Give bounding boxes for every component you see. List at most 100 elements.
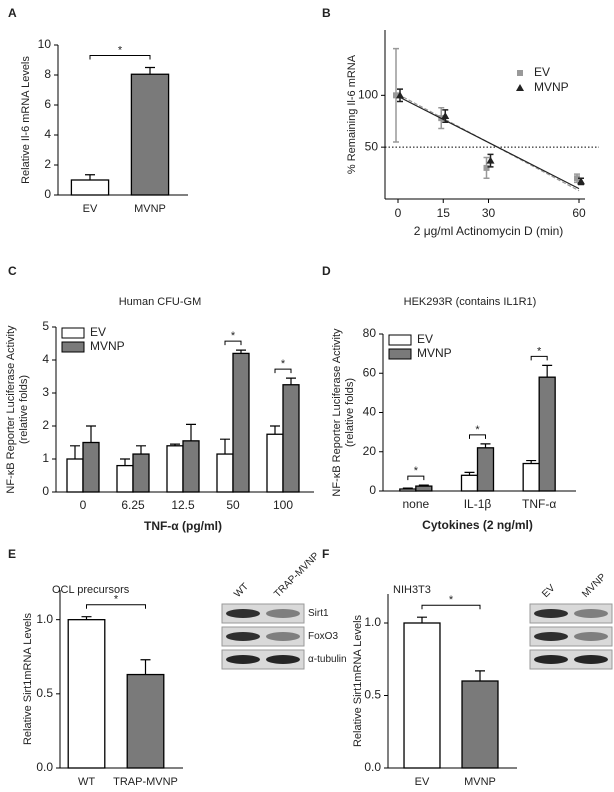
blot-row-label: FoxO3 xyxy=(308,631,338,642)
data-point xyxy=(441,112,450,120)
y-tick-label: 60 xyxy=(363,365,377,379)
bar xyxy=(461,680,499,769)
bar xyxy=(182,440,200,493)
blot-band xyxy=(534,609,568,618)
error-bar xyxy=(220,438,230,455)
y-tick-label: 80 xyxy=(363,326,377,340)
x-tick-label: 30 xyxy=(482,206,496,220)
legend-label: EV xyxy=(417,332,433,346)
data-point xyxy=(393,92,399,99)
blot-band xyxy=(226,609,260,618)
x-tick-label: 0 xyxy=(80,498,87,512)
x-tick-label: 6.25 xyxy=(121,498,145,512)
x-tick-label: IL-1β xyxy=(464,497,492,511)
blot-strip xyxy=(529,649,613,670)
legend-swatch xyxy=(61,341,85,353)
y-tick-label: 0.0 xyxy=(36,760,53,774)
panel-letter: F xyxy=(322,547,329,561)
blot-band xyxy=(266,609,300,618)
blot-band xyxy=(266,655,300,664)
legend-swatch xyxy=(388,348,412,360)
y-axis-label: (relative folds) xyxy=(344,378,356,447)
error-bar xyxy=(270,425,280,435)
y-tick-label: 4 xyxy=(42,352,49,366)
x-tick-label: MVNP xyxy=(464,776,496,788)
blot-strip xyxy=(529,626,613,647)
error-bar xyxy=(85,174,95,180)
data-point xyxy=(577,177,585,185)
y-tick-label: 0 xyxy=(42,484,49,498)
bar xyxy=(266,433,284,493)
bar xyxy=(126,673,165,769)
bar xyxy=(130,73,170,196)
y-tick-label: 10 xyxy=(38,37,52,51)
legend-swatch xyxy=(61,327,85,339)
bar xyxy=(166,445,184,493)
y-tick-label: 8 xyxy=(44,67,51,81)
significance-label: * xyxy=(475,424,480,436)
significance-bracket xyxy=(86,604,146,609)
blot-strip xyxy=(529,603,613,624)
x-tick-label: TRAP-MVNP xyxy=(113,776,178,788)
y-tick-label: 2 xyxy=(42,418,49,432)
blot-strip xyxy=(221,626,305,647)
y-tick-label: 6 xyxy=(44,97,51,111)
y-tick-label: 4 xyxy=(44,127,51,141)
bar xyxy=(399,488,417,492)
legend-marker xyxy=(517,70,523,76)
y-tick-label: 5 xyxy=(42,319,49,333)
bar xyxy=(66,458,84,493)
bar xyxy=(70,179,110,196)
significance-label: * xyxy=(231,330,236,342)
significance-label: * xyxy=(281,358,286,370)
y-axis-label: Relative Il-6 mRNA Levels xyxy=(20,56,32,184)
significance-bracket xyxy=(274,368,292,374)
legend-label: MVNP xyxy=(90,339,125,353)
error-bar xyxy=(86,425,96,443)
y-tick-label: 0 xyxy=(44,187,51,201)
significance-bracket xyxy=(469,434,486,439)
bar xyxy=(460,474,479,492)
bar xyxy=(116,464,134,493)
y-tick-label: 1.0 xyxy=(36,612,53,626)
blot-band xyxy=(574,632,608,641)
y-axis-label: NF-κB Reporter Luciferase Activity xyxy=(331,328,343,497)
bar xyxy=(476,447,495,492)
significance-label: * xyxy=(114,594,119,606)
x-axis-label: Cytokines (2 ng/ml) xyxy=(422,518,533,532)
significance-label: * xyxy=(414,465,419,477)
legend-swatch xyxy=(388,334,412,346)
error-bar xyxy=(140,659,151,675)
blot-lane-label: TRAP-MVNP xyxy=(272,550,322,600)
bar xyxy=(403,622,441,769)
y-axis-label: Relative Sirt1mRNA Levels xyxy=(22,612,34,745)
significance-bracket xyxy=(407,475,425,481)
fit-line xyxy=(397,95,580,190)
y-tick-label: 1.0 xyxy=(364,615,381,629)
blot-row-label: Sirt1 xyxy=(308,608,329,619)
panel-letter: E xyxy=(8,547,16,561)
blot-band xyxy=(226,632,260,641)
x-tick-label: 100 xyxy=(273,498,293,512)
error-bar xyxy=(542,364,553,378)
panel-letter: D xyxy=(322,264,331,278)
significance-bracket xyxy=(224,340,242,346)
y-tick-label: 0.0 xyxy=(364,760,381,774)
x-tick-label: 15 xyxy=(437,206,451,220)
blot-band xyxy=(574,655,608,664)
significance-bracket xyxy=(530,355,548,361)
x-tick-label: 12.5 xyxy=(171,498,195,512)
panel-letter: C xyxy=(8,264,17,278)
legend-marker xyxy=(516,84,524,91)
y-tick-label: 3 xyxy=(42,385,49,399)
significance-label: * xyxy=(449,594,454,606)
legend-label: MVNP xyxy=(534,80,569,94)
y-tick-label: 0 xyxy=(369,483,376,497)
blot-strip xyxy=(221,649,305,670)
data-point xyxy=(396,91,404,99)
error-bar xyxy=(186,423,196,441)
y-axis-label: NF-κB Reporter Luciferase Activity xyxy=(5,325,17,494)
significance-bracket xyxy=(421,604,481,610)
legend-label: EV xyxy=(534,65,550,79)
